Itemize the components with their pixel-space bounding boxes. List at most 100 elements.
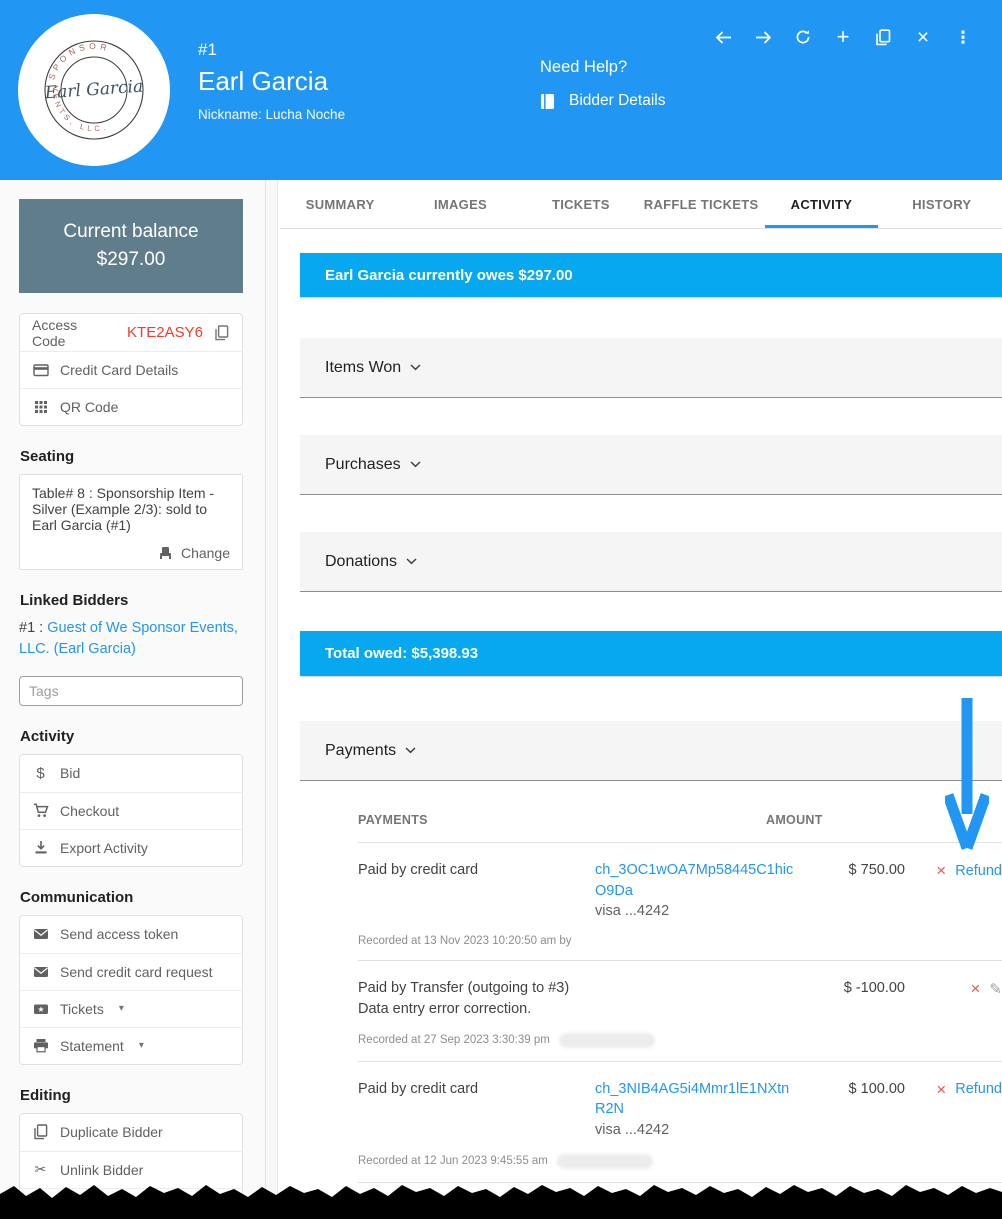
recorded-at: Recorded at 13 Nov 2023 10:20:50 am by <box>358 934 572 947</box>
envelope-icon <box>32 966 49 978</box>
send-access-token-button[interactable]: Send access token <box>20 916 242 953</box>
communication-card: Send access token Send credit card reque… <box>19 914 243 1065</box>
redacted-text <box>558 1032 655 1048</box>
change-seat-button[interactable]: Change <box>32 545 230 561</box>
change-label: Change <box>180 544 230 561</box>
charge-id-link[interactable]: ch_3OC1wOA7Mp58445C1hicO9Da <box>595 862 794 899</box>
tab-raffle-tickets[interactable]: RAFFLE TICKETS <box>643 196 759 212</box>
tab-summary[interactable]: SUMMARY <box>305 196 375 212</box>
download-icon <box>32 840 49 855</box>
duplicate-icon <box>32 1124 49 1140</box>
unlink-bidder-button[interactable]: ✂ Unlink Bidder <box>20 1150 242 1188</box>
seating-box: Table# 8 : Sponsorship Item - Silver (Ex… <box>19 474 243 570</box>
sidebar: Current balance $297.00 Access Code KTE2… <box>0 180 265 1219</box>
payments-table-header: PAYMENTS AMOUNT <box>358 813 1002 843</box>
tickets-dropdown[interactable]: ★ Tickets ▾ <box>20 989 242 1027</box>
editing-heading: Editing <box>20 1086 71 1104</box>
chevron-down-icon <box>410 461 421 468</box>
window-controls: + × ⋮ <box>714 24 972 49</box>
sponsor-logo: WE SPONSOR EVENTS, LLC. Earl Garcia <box>18 14 170 166</box>
export-activity-button[interactable]: Export Activity <box>20 828 242 866</box>
svg-text:★: ★ <box>37 1005 44 1014</box>
access-code-value: KTE2ASY6 <box>127 324 203 341</box>
envelope-icon <box>32 928 49 940</box>
payment-actions: × Refund <box>906 860 1002 879</box>
checkout-button[interactable]: Checkout <box>20 791 242 829</box>
payment-actions: × ✎ <box>906 978 1002 998</box>
col-amount: AMOUNT <box>766 813 823 827</box>
linked-bidders-heading: Linked Bidders <box>20 591 129 609</box>
menu-kebab-icon[interactable]: ⋮ <box>954 27 972 47</box>
payment-amount: $ 750.00 <box>848 862 905 878</box>
chevron-down-icon: ▾ <box>138 1040 144 1052</box>
credit-card-details-button[interactable]: Credit Card Details <box>20 351 242 388</box>
tab-images[interactable]: IMAGES <box>433 196 488 212</box>
duplicate-icon[interactable] <box>874 28 892 46</box>
seat-icon <box>157 545 174 560</box>
statement-dropdown[interactable]: Statement ▾ <box>20 1026 242 1064</box>
activity-heading: Activity <box>20 727 75 745</box>
refund-link[interactable]: Refund <box>955 1081 1002 1098</box>
bid-button[interactable]: $ Bid <box>20 755 242 792</box>
delete-payment-icon[interactable]: × <box>936 861 947 880</box>
close-icon[interactable]: × <box>916 25 930 49</box>
edit-payment-icon[interactable]: ✎ <box>989 980 1002 998</box>
book-icon <box>540 93 555 110</box>
chevron-down-icon: ▾ <box>118 1003 124 1015</box>
payment-reference: ch_3OC1wOA7Mp58445C1hicO9Da visa ...4242 <box>595 860 798 922</box>
refund-pointer-arrow <box>945 698 989 850</box>
payment-description: Paid by credit card <box>358 1080 479 1097</box>
bidder-name: Earl Garcia <box>198 66 329 96</box>
tab-activity[interactable]: ACTIVITY <box>761 180 881 228</box>
col-payments: PAYMENTS <box>358 813 428 827</box>
header: WE SPONSOR EVENTS, LLC. Earl Garcia #1 E… <box>0 0 1002 180</box>
linked-bidder-link[interactable]: Guest of We Sponsor Events, LLC. (Earl G… <box>19 619 238 658</box>
payment-row: Paid by credit card ch_3NIB4AG5i4Mmr1lE1… <box>358 1062 1002 1183</box>
copy-icon[interactable] <box>214 324 230 341</box>
forward-icon[interactable] <box>754 28 772 46</box>
refund-link[interactable]: Refund <box>955 862 1002 879</box>
tags-input[interactable] <box>19 675 243 706</box>
cart-icon <box>32 803 49 818</box>
balance-title: Current balance <box>63 220 199 242</box>
delete-payment-icon[interactable]: × <box>970 979 981 999</box>
main-panel: SUMMARY IMAGES TICKETS RAFFLE TICKETS AC… <box>280 180 1002 1219</box>
tab-tickets[interactable]: TICKETS <box>551 196 610 212</box>
send-credit-card-request-button[interactable]: Send credit card request <box>20 952 242 990</box>
new-icon[interactable]: + <box>836 24 850 49</box>
redacted-text <box>556 1153 653 1169</box>
payment-actions: × Refund <box>906 1079 1002 1098</box>
linked-bidder-prefix: #1 : <box>19 619 48 636</box>
payment-description: Paid by Transfer (outgoing to #3) Data e… <box>358 978 595 1020</box>
payment-reference: ch_3NIB4AG5i4Mmr1lE1NXtnR2N visa ...4242 <box>595 1079 798 1141</box>
ticket-icon: ★ <box>32 1002 49 1016</box>
delete-payment-icon[interactable]: × <box>936 1079 947 1099</box>
payment-row: Paid by credit card ch_3OC1wOA7Mp58445C1… <box>358 843 1002 961</box>
payment-amount: $ 100.00 <box>848 1080 905 1097</box>
recorded-at: Recorded at 27 Sep 2023 3:30:39 pm <box>358 1032 1002 1048</box>
duplicate-bidder-button[interactable]: Duplicate Bidder <box>20 1114 242 1151</box>
qr-grid-icon <box>32 400 49 414</box>
bidder-number: #1 <box>198 40 217 59</box>
current-balance-card: Current balance $297.00 <box>19 199 243 293</box>
bidder-nickname: Nickname: Lucha Noche <box>198 107 346 122</box>
section-items-won[interactable]: Items Won <box>300 338 1002 398</box>
refresh-icon[interactable] <box>794 28 812 46</box>
need-help-label[interactable]: Need Help? <box>540 58 628 76</box>
qr-code-button[interactable]: QR Code <box>20 388 242 425</box>
payment-amount: $ -100.00 <box>843 979 905 996</box>
tab-history[interactable]: HISTORY <box>912 196 972 212</box>
printer-icon <box>32 1038 49 1053</box>
section-payments[interactable]: Payments <box>300 721 1002 781</box>
charge-id-link[interactable]: ch_3NIB4AG5i4Mmr1lE1NXtnR2N <box>595 1080 790 1118</box>
bidder-details-help-link[interactable]: Bidder Details <box>540 92 666 110</box>
communication-heading: Communication <box>20 888 134 906</box>
chevron-down-icon <box>405 747 416 754</box>
section-purchases[interactable]: Purchases <box>300 435 1002 495</box>
section-donations[interactable]: Donations <box>300 532 1002 592</box>
seating-heading: Seating <box>20 448 75 465</box>
back-icon[interactable] <box>714 28 732 46</box>
card-summary: visa ...4242 <box>595 1121 670 1138</box>
sidebar-scrollbar[interactable] <box>265 180 278 1219</box>
